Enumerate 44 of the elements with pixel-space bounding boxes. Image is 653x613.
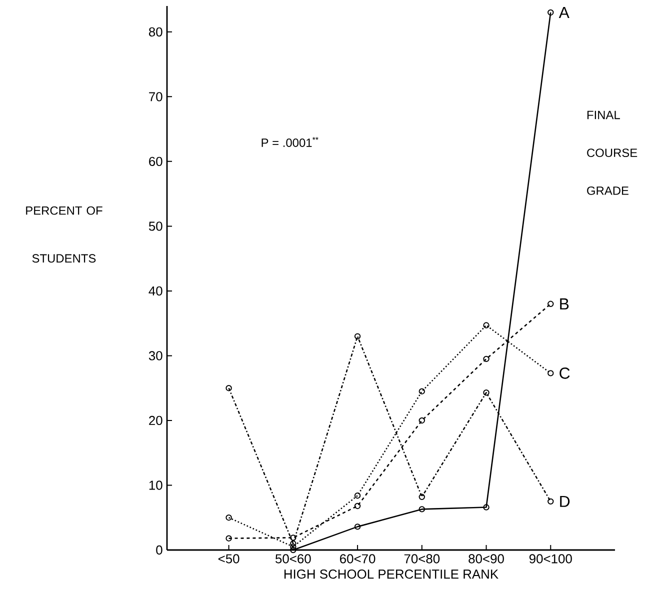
series-label: C	[560, 368, 570, 379]
text: FINAL COURSE GRADE	[587, 110, 638, 195]
text: PERCENT OF STUDENTS	[26, 206, 102, 263]
point	[226, 535, 232, 542]
point	[290, 540, 296, 547]
x-tick-label: 80<90	[468, 554, 504, 564]
y-tick-label: 20	[149, 416, 162, 426]
y-tick-label: 70	[149, 92, 162, 102]
annotation: P = .0001$^{**}$	[262, 137, 318, 147]
point	[548, 370, 554, 376]
point	[226, 384, 232, 392]
y-tick-label: 80	[148, 27, 162, 36]
point	[418, 506, 425, 512]
point	[483, 322, 490, 328]
x-tick-label: 90<100	[529, 554, 572, 564]
point	[226, 514, 232, 521]
y-tick-label: 60	[149, 156, 162, 166]
point	[483, 356, 490, 362]
point	[548, 300, 554, 308]
point	[418, 388, 425, 394]
point	[354, 524, 361, 530]
x-tick-label: <50	[218, 554, 240, 564]
point	[548, 498, 554, 505]
x-axis-title: HIGH SCHOOL PERCENTILE RANK	[284, 570, 498, 579]
y-tick-label: 50	[148, 222, 162, 231]
point	[290, 544, 296, 550]
series-label: B	[560, 298, 569, 310]
point	[290, 534, 296, 541]
y-tick-label: 10	[149, 480, 162, 490]
y-tick-label: 40	[148, 286, 162, 296]
point	[354, 502, 361, 510]
series-label: A	[558, 6, 570, 18]
point	[354, 333, 361, 340]
x-tick-label: 70<80	[404, 554, 440, 564]
point	[483, 504, 490, 510]
series-label: D	[560, 496, 570, 507]
y-tick-label: 30	[148, 351, 162, 360]
y-tick-label: 0	[156, 545, 162, 555]
point	[418, 417, 425, 424]
x-tick-label: 50<60	[275, 554, 311, 564]
point	[483, 390, 490, 396]
x-tick-label: 60<70	[340, 554, 376, 564]
point	[418, 494, 425, 500]
point	[354, 492, 361, 499]
